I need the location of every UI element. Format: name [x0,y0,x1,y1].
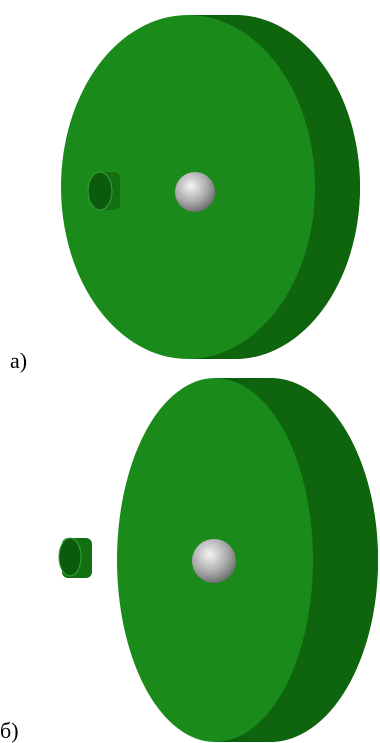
panel-a: a) [10,15,360,373]
figure: a) б) [0,0,380,743]
panel-b: б) [0,378,378,743]
panel-label: a) [10,348,27,373]
sphere [175,172,215,212]
fragment-face [59,538,81,576]
fragment-face [88,172,112,210]
page: a) б) (() => { const data = JSON.parse(d… [0,0,380,743]
panel-label: б) [0,718,19,743]
sphere [192,539,236,583]
